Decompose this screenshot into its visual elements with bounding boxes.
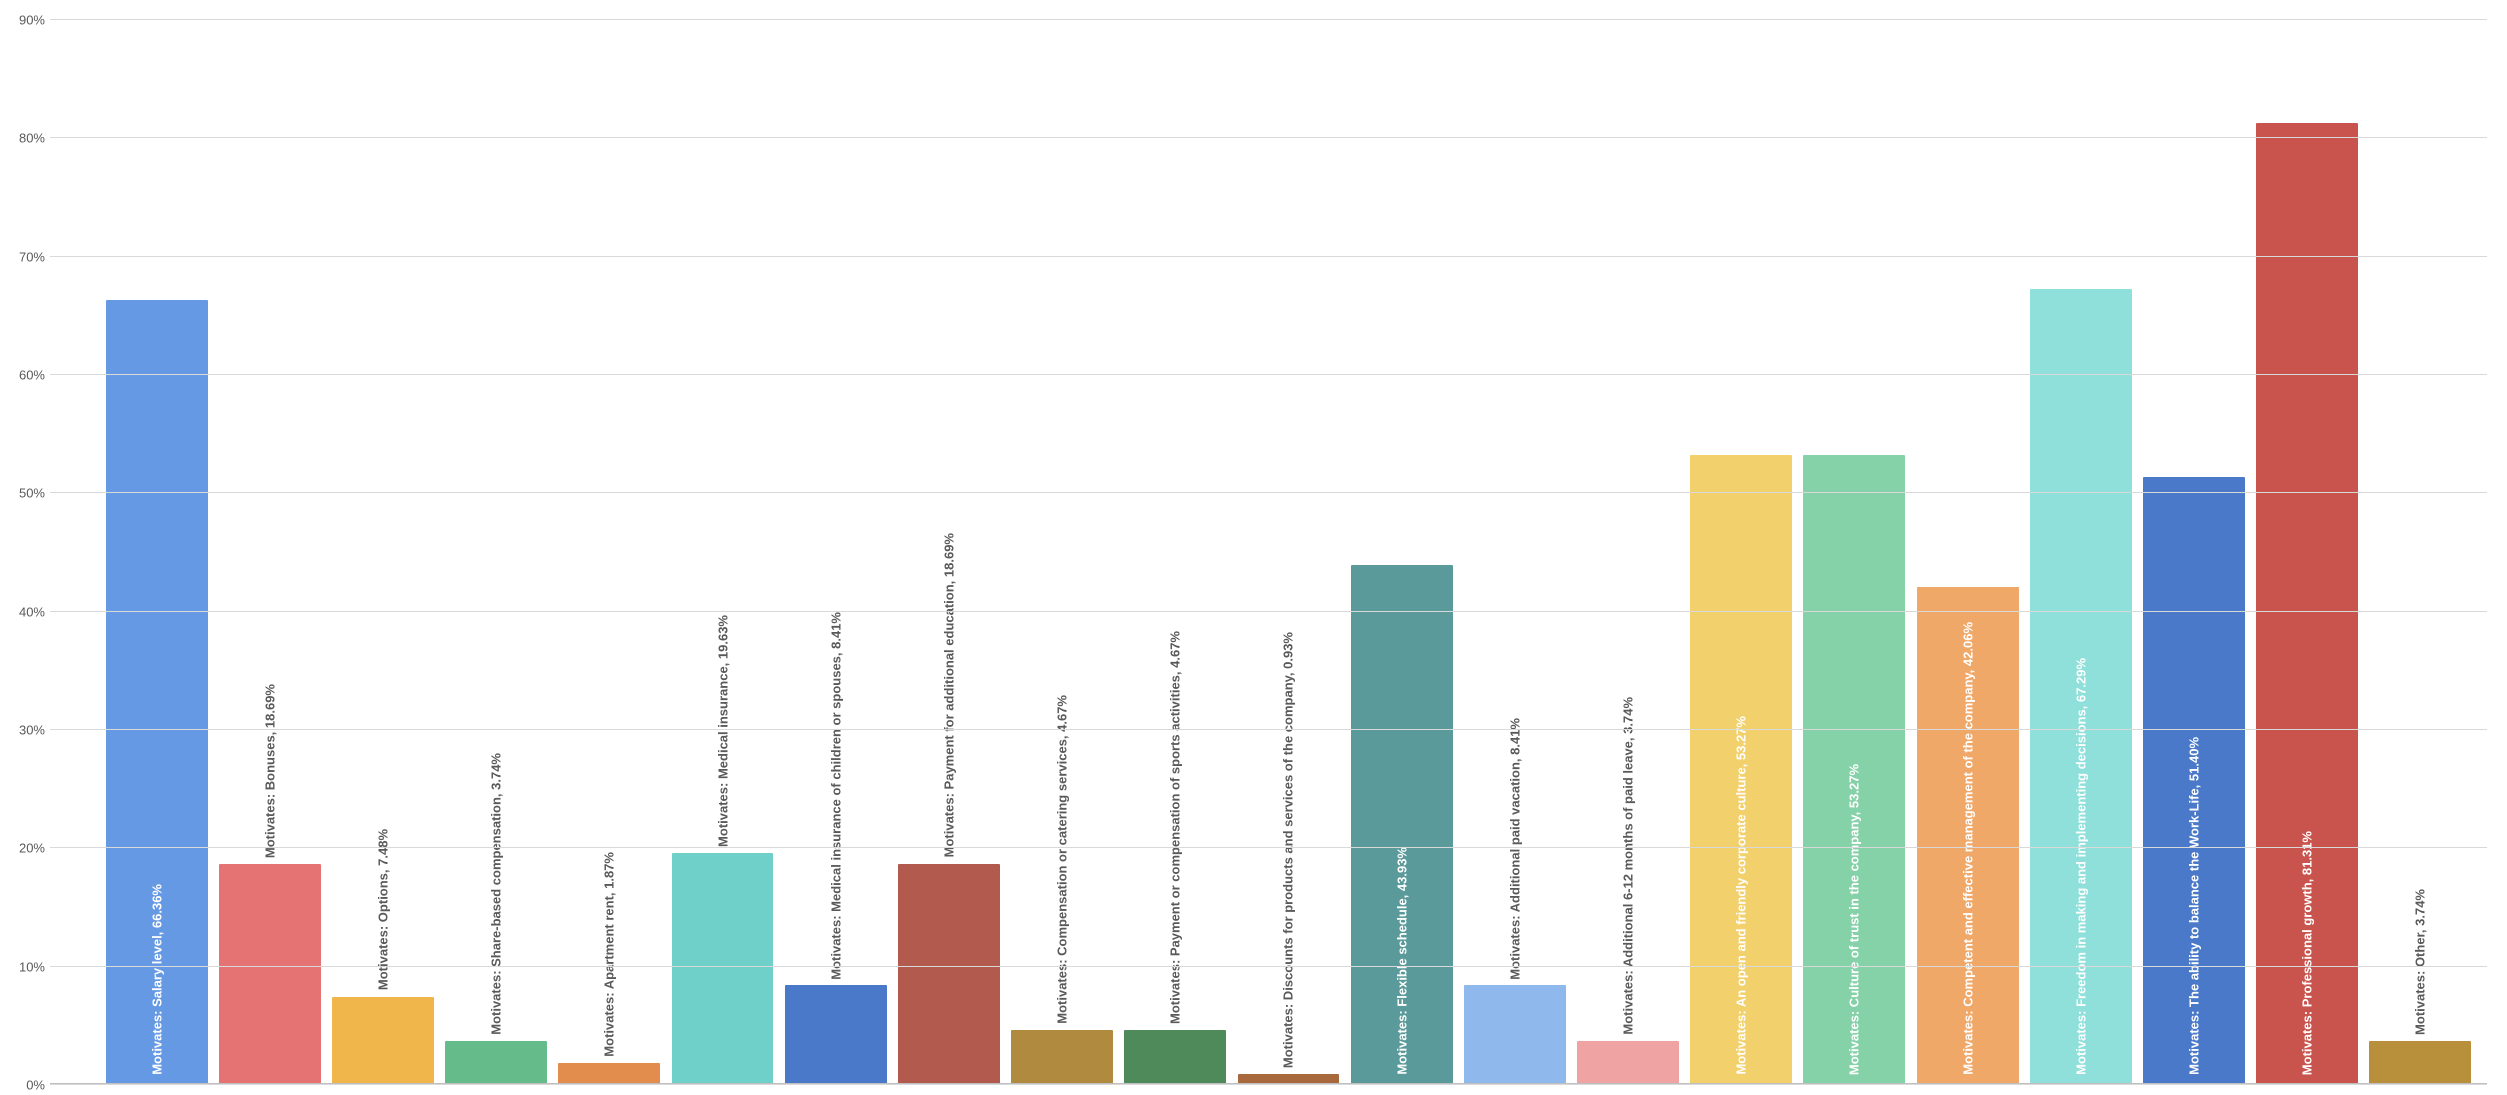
bar-label: Motivates: Other, 3.74% xyxy=(2413,889,2428,1035)
y-axis-label: 60% xyxy=(5,368,45,383)
bar xyxy=(445,1041,547,1085)
bar-slot: Motivates: Options, 7.48% xyxy=(326,20,439,1085)
bar-label: Motivates: Flexible schedule, 43.93% xyxy=(1394,847,1409,1075)
y-axis-label: 70% xyxy=(5,249,45,264)
y-axis-label: 0% xyxy=(5,1078,45,1093)
bar-slot: Motivates: Flexible schedule, 43.93% xyxy=(1345,20,1458,1085)
bar-slot: Motivates: Compensation or catering serv… xyxy=(1006,20,1119,1085)
bar-label: Motivates: The ability to balance the Wo… xyxy=(2186,737,2201,1075)
y-axis-label: 40% xyxy=(5,604,45,619)
grid-line xyxy=(50,847,2487,848)
bar xyxy=(219,864,321,1085)
bar-slot: Motivates: An open and friendly corporat… xyxy=(1685,20,1798,1085)
bar-slot: Motivates: Bonuses, 18.69% xyxy=(213,20,326,1085)
bar xyxy=(672,853,774,1085)
grid-line xyxy=(50,729,2487,730)
bars-container: Motivates: Salary level, 66.36% Motivates… xyxy=(50,20,2487,1085)
bar-slot: Motivates: The ability to balance the Wo… xyxy=(2137,20,2250,1085)
grid-line xyxy=(50,256,2487,257)
y-axis-label: 90% xyxy=(5,13,45,28)
bar-label: Motivates: Freedom in making and impleme… xyxy=(2073,658,2088,1075)
bar-slot: Motivates: Medical insurance of children… xyxy=(779,20,892,1085)
bar xyxy=(898,864,1000,1085)
bar xyxy=(785,985,887,1085)
bar-slot: Motivates: Other, 3.74% xyxy=(2364,20,2477,1085)
bar-slot: Motivates: Additional 6-12 months of pai… xyxy=(1571,20,1684,1085)
bar: Motivates: Salary level, 66.36% xyxy=(106,300,208,1085)
bar-label: Motivates: Bonuses, 18.69% xyxy=(262,684,277,858)
bar-slot: Motivates: Payment or compensation of sp… xyxy=(1119,20,1232,1085)
bar-slot: Motivates: Salary level, 66.36% xyxy=(100,20,213,1085)
bar-label: Motivates: Medical insurance of children… xyxy=(828,612,843,980)
bar xyxy=(1577,1041,1679,1085)
bar xyxy=(1464,985,1566,1085)
bar: Motivates: Culture of trust in the compa… xyxy=(1803,455,1905,1085)
bar-slot: Motivates: Payment for additional educat… xyxy=(892,20,1005,1085)
bar-label: Motivates: Medical insurance, 19.63% xyxy=(715,615,730,847)
grid-line xyxy=(50,492,2487,493)
bar xyxy=(1011,1030,1113,1085)
bar-slot: Motivates: Additional paid vacation, 8.4… xyxy=(1458,20,1571,1085)
motivates-bar-chart: Motivates: Salary level, 66.36% Motivates… xyxy=(0,0,2507,1095)
bar-slot: Motivates: Medical insurance, 19.63% xyxy=(666,20,779,1085)
grid-line xyxy=(50,137,2487,138)
bar: Motivates: An open and friendly corporat… xyxy=(1690,455,1792,1085)
bar-label: Motivates: Payment for additional educat… xyxy=(941,533,956,857)
bar-slot: Motivates: Freedom in making and impleme… xyxy=(2024,20,2137,1085)
grid-line xyxy=(50,374,2487,375)
bar-label: Motivates: Professional growth, 81.31% xyxy=(2300,831,2315,1075)
grid-line xyxy=(50,1084,2487,1085)
bar-slot: Motivates: Share-based compensation, 3.7… xyxy=(440,20,553,1085)
bar-slot: Motivates: Culture of trust in the compa… xyxy=(1798,20,1911,1085)
bar xyxy=(2369,1041,2471,1085)
bar-slot: Motivates: Competent and effective manag… xyxy=(1911,20,2024,1085)
bar: Motivates: The ability to balance the Wo… xyxy=(2143,477,2245,1085)
bar-label: Motivates: Additional 6-12 months of pai… xyxy=(1621,697,1636,1035)
bar-slot: Motivates: Apartment rent, 1.87% xyxy=(553,20,666,1085)
bar xyxy=(1124,1030,1226,1085)
grid-line xyxy=(50,611,2487,612)
bar-slot: Motivates: Professional growth, 81.31% xyxy=(2251,20,2364,1085)
bar-label: Motivates: Share-based compensation, 3.7… xyxy=(489,753,504,1035)
grid-line xyxy=(50,966,2487,967)
grid-line xyxy=(50,19,2487,20)
bar: Motivates: Professional growth, 81.31% xyxy=(2256,123,2358,1085)
bar xyxy=(558,1063,660,1085)
y-axis-label: 10% xyxy=(5,959,45,974)
y-axis-label: 50% xyxy=(5,486,45,501)
bar-slot: Motivates: Discounts for products and se… xyxy=(1232,20,1345,1085)
y-axis-label: 20% xyxy=(5,841,45,856)
bar-label: Motivates: Apartment rent, 1.87% xyxy=(602,852,617,1057)
bar-label: Motivates: Additional paid vacation, 8.4… xyxy=(1507,718,1522,980)
bar: Motivates: Competent and effective manag… xyxy=(1917,587,2019,1085)
bar: Motivates: Flexible schedule, 43.93% xyxy=(1351,565,1453,1085)
bar-label: Motivates: Culture of trust in the compa… xyxy=(1847,764,1862,1075)
y-axis-label: 80% xyxy=(5,131,45,146)
y-axis-label: 30% xyxy=(5,723,45,738)
plot-area: Motivates: Salary level, 66.36% Motivates… xyxy=(50,20,2487,1085)
bar xyxy=(332,997,434,1086)
bar-label: Motivates: Competent and effective manag… xyxy=(1960,622,1975,1075)
bar-label: Motivates: Salary level, 66.36% xyxy=(149,884,164,1075)
bar-label: Motivates: Compensation or catering serv… xyxy=(1055,695,1070,1024)
bar-label: Motivates: An open and friendly corporat… xyxy=(1734,716,1749,1075)
bar-label: Motivates: Discounts for products and se… xyxy=(1281,632,1296,1068)
